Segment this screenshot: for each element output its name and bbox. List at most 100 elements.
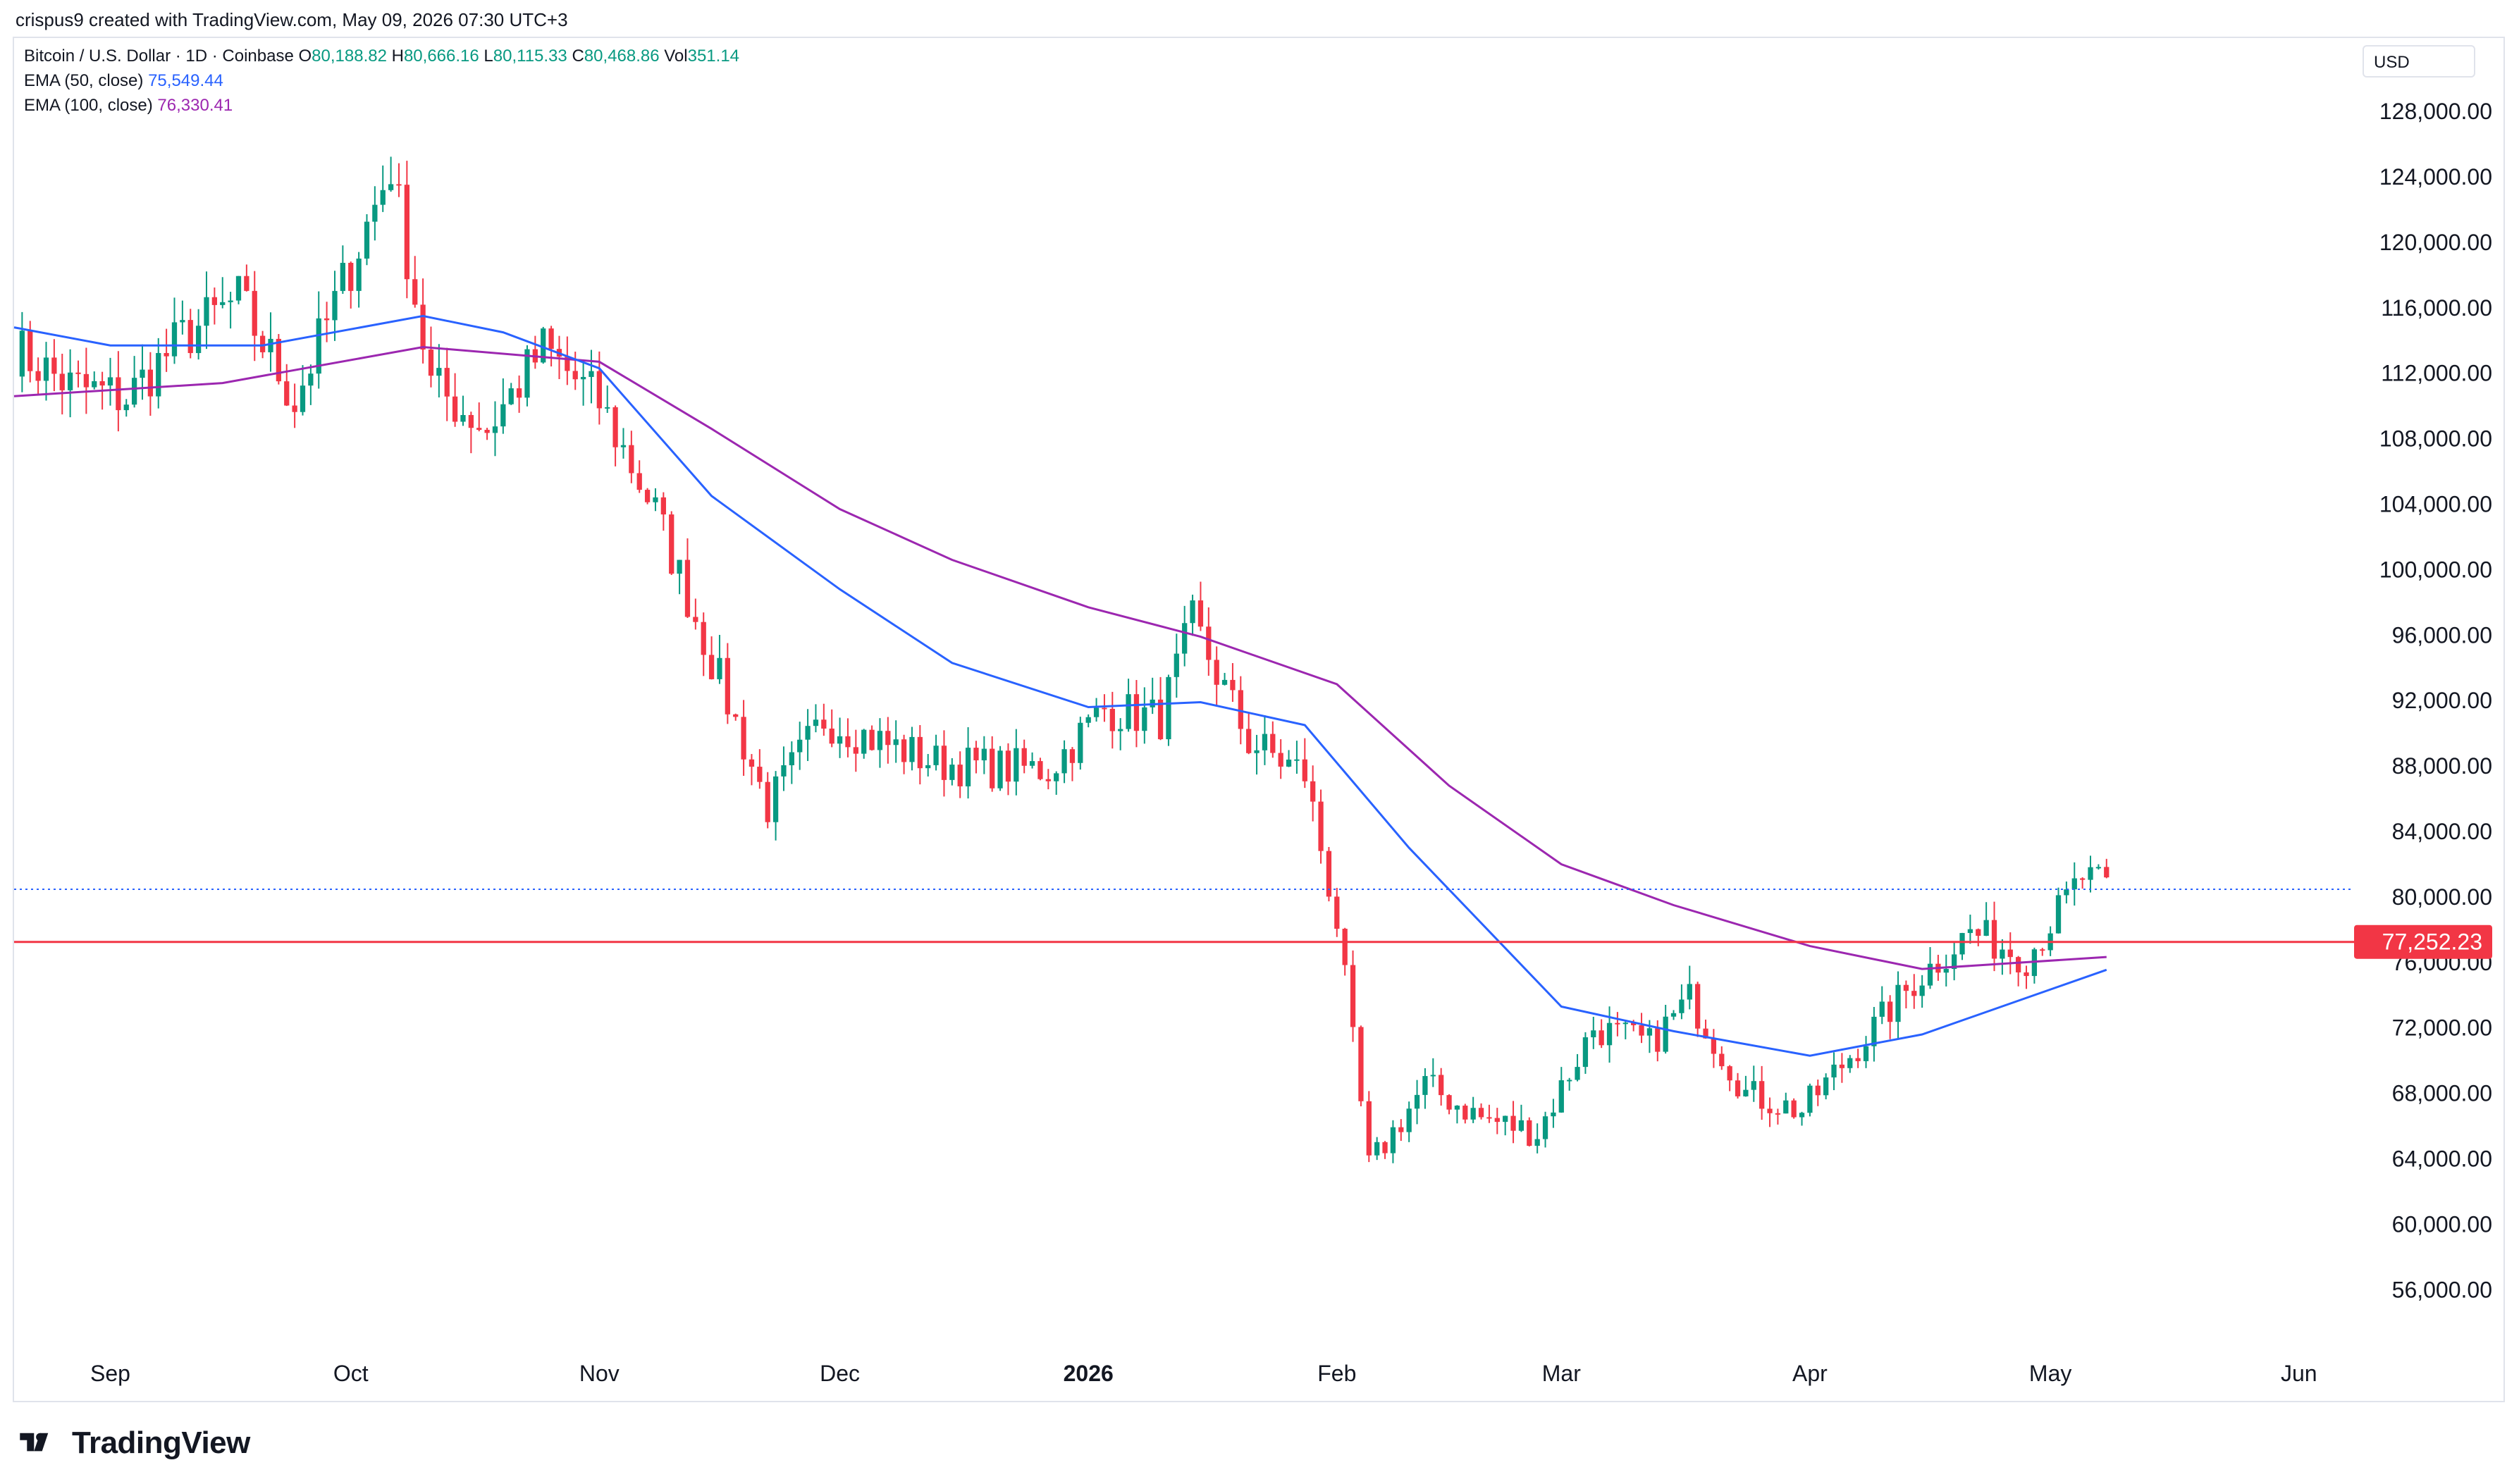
candle (644, 488, 651, 505)
candle (220, 277, 226, 309)
price-tick-label: 56,000.00 (2392, 1277, 2492, 1302)
candle (2040, 948, 2045, 956)
candle (1014, 729, 1019, 796)
candle (1799, 1111, 1805, 1126)
candle (340, 245, 345, 294)
candle (1118, 718, 1123, 750)
time-tick-label: Feb (1317, 1361, 1356, 1386)
candle (1398, 1119, 1404, 1142)
ema100-line (13, 345, 2107, 970)
candle (1374, 1137, 1380, 1161)
ema100-value: 76,330.41 (157, 96, 233, 115)
candle (869, 725, 875, 751)
candle (1919, 975, 1925, 1008)
candle (1983, 902, 1989, 936)
volume-value: 351.14 (687, 47, 740, 66)
candle (1406, 1101, 1412, 1142)
candle (1486, 1104, 1492, 1123)
candle (123, 399, 129, 417)
high-label: H (391, 47, 404, 66)
candle (1703, 1019, 1708, 1039)
currency-button[interactable]: USD (2363, 45, 2475, 78)
candle (1294, 741, 1300, 774)
candle (1286, 750, 1292, 767)
candle (1952, 941, 1957, 981)
candle (364, 214, 370, 266)
price-tick-label: 108,000.00 (2379, 426, 2492, 452)
candle (396, 163, 402, 197)
candle (965, 726, 971, 799)
price-tick-label: 112,000.00 (2381, 361, 2492, 386)
candle (428, 326, 434, 388)
candle (1558, 1067, 1564, 1113)
candle (1783, 1092, 1789, 1114)
candle (1334, 887, 1340, 937)
candle (2095, 864, 2102, 870)
candle (468, 412, 474, 454)
candle (1687, 965, 1692, 1010)
candle (316, 291, 321, 389)
candle (1775, 1108, 1781, 1125)
candle (909, 726, 915, 771)
candle (1887, 995, 1893, 1039)
candle (92, 371, 97, 390)
candle (612, 405, 618, 466)
candle (1839, 1053, 1845, 1083)
candle (580, 360, 586, 406)
candle (669, 511, 675, 575)
candle (949, 758, 955, 786)
candle (1470, 1096, 1476, 1123)
price-tick-label: 64,000.00 (2392, 1146, 2492, 1172)
candle (1527, 1117, 1532, 1146)
price-tick-label: 96,000.00 (2392, 622, 2492, 648)
candle (1670, 1010, 1677, 1020)
candle (1382, 1141, 1388, 1159)
candle (1591, 1016, 1596, 1049)
candle (1503, 1115, 1508, 1136)
candle (636, 460, 642, 493)
candle (1142, 687, 1147, 744)
candle (1735, 1072, 1741, 1099)
volume-label: Vol (664, 47, 688, 66)
candle (1430, 1058, 1436, 1087)
candle (420, 278, 426, 364)
candle (1510, 1101, 1516, 1144)
candle (1599, 1019, 1604, 1049)
candle (1462, 1103, 1468, 1124)
candle (1278, 739, 1283, 779)
candle (1943, 954, 1949, 987)
candle (620, 428, 627, 459)
candle (1318, 789, 1324, 864)
candle (2000, 939, 2005, 975)
candle (1551, 1099, 1556, 1128)
price-tick-label: 72,000.00 (2392, 1015, 2492, 1041)
candle (19, 311, 25, 392)
candle (1679, 984, 1685, 1020)
legend-ema100-row[interactable]: EMA (100, close) 76,330.41 (24, 93, 739, 118)
candle (1206, 607, 1212, 676)
candle (1422, 1068, 1428, 1109)
candle (1959, 932, 1965, 960)
candle (492, 401, 498, 457)
chart-frame[interactable] (13, 37, 2505, 1402)
candle (1575, 1053, 1580, 1082)
candle (2104, 858, 2110, 879)
candle (1174, 633, 1179, 698)
candle (1831, 1052, 1837, 1091)
candle (1270, 721, 1276, 758)
ema100-label: EMA (100, close) (24, 96, 153, 115)
candle (1823, 1073, 1829, 1100)
price-tick-label: 116,000.00 (2381, 295, 2492, 321)
candle (1093, 698, 1100, 722)
support-price-tag: 77,252.23 (2354, 925, 2492, 959)
candle (1190, 594, 1195, 636)
candle (452, 373, 458, 427)
candle (1719, 1046, 1725, 1070)
time-tick-label: Dec (820, 1361, 860, 1386)
candle (1534, 1123, 1540, 1154)
candle (1254, 734, 1260, 775)
symbol-title[interactable]: Bitcoin / U.S. Dollar · 1D · Coinbase (24, 47, 294, 66)
legend-ema50-row[interactable]: EMA (50, close) 75,549.44 (24, 68, 739, 93)
candle (1246, 714, 1252, 755)
